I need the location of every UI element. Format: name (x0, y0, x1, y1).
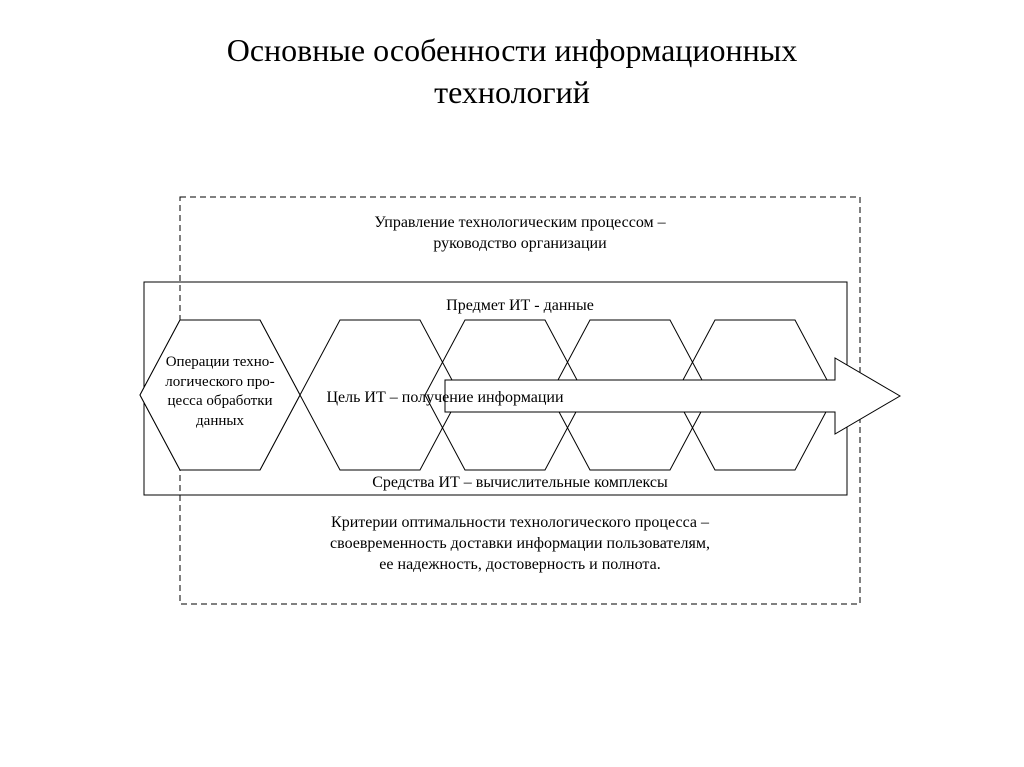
subject-label: Предмет ИТ - данные (370, 296, 670, 317)
management-label: Управление технологическим процессом – р… (310, 213, 730, 255)
means-label: Средства ИТ – вычислительные комплексы (310, 473, 730, 494)
criteria-label: Критерии оптимальности технологического … (260, 513, 780, 575)
goal-arrow-label: Цель ИТ – получение информации (250, 388, 640, 409)
